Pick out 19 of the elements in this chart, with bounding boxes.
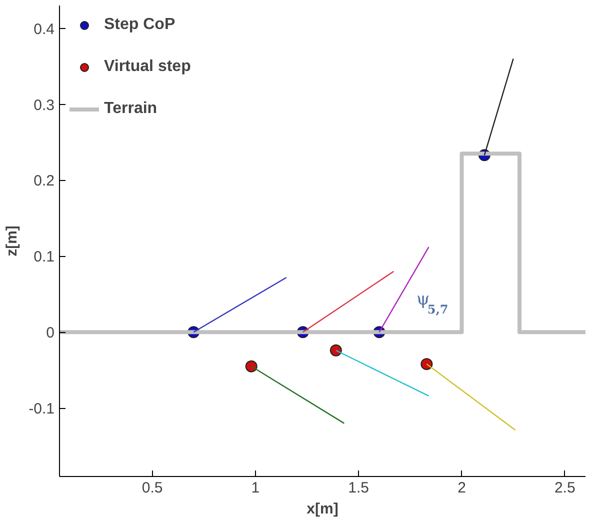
y-tick-label: 0 (46, 324, 54, 342)
y-tick-label: -0.1 (28, 400, 55, 418)
legend-label: Terrain (104, 100, 158, 118)
point (245, 360, 258, 372)
x-tick-label: 1.5 (348, 480, 370, 496)
x-tick-label: 2 (458, 480, 466, 496)
y-tick-label: 0.4 (34, 20, 55, 38)
y-tick-label: 0.1 (34, 248, 55, 266)
point (330, 344, 342, 356)
x-axis-title: x[m] (306, 500, 338, 518)
x-tick-label: 2.5 (554, 480, 576, 496)
x-tick-label: 1 (251, 480, 260, 496)
legend-label: Step CoP (104, 16, 176, 34)
point (420, 358, 433, 370)
y-tick-label: 0.3 (34, 96, 55, 114)
y-tick-label: 0.2 (34, 172, 55, 190)
legend-label: Virtual step (104, 58, 191, 76)
y-axis-title: z[m] (4, 226, 21, 256)
x-tick-label: 0.5 (142, 480, 163, 496)
